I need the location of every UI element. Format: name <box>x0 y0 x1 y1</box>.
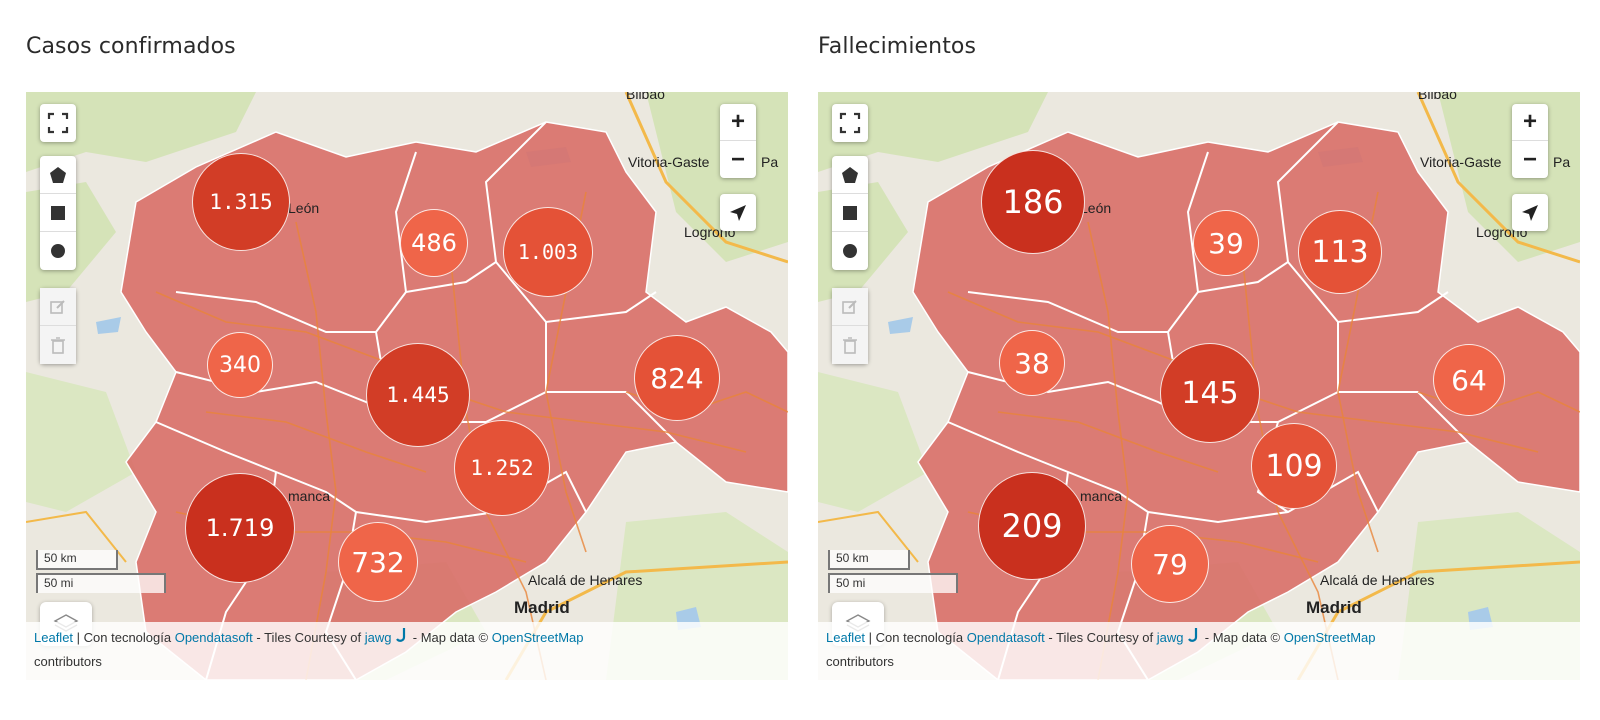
scale-mi: 50 mi <box>828 573 958 593</box>
jawg-link[interactable]: jawg <box>1156 630 1184 645</box>
cluster-marker[interactable]: 39 <box>1193 210 1259 276</box>
osm-link[interactable]: OpenStreetMap <box>1283 630 1376 645</box>
map-view[interactable]: Bilbao Vitoria-Gaste Pa León Logroño man… <box>818 92 1580 680</box>
fullscreen-icon[interactable] <box>832 104 868 142</box>
cluster-marker[interactable]: 340 <box>207 332 273 398</box>
map-panel: Casos confirmados <box>26 0 790 720</box>
zoom-in-button[interactable]: + <box>720 104 756 141</box>
delete-icon[interactable] <box>832 326 868 364</box>
circle-draw-icon[interactable] <box>832 232 868 270</box>
osm-link[interactable]: OpenStreetMap <box>491 630 584 645</box>
cluster-marker[interactable]: 486 <box>400 209 468 277</box>
jawg-logo-icon <box>1187 627 1201 650</box>
edit-icon[interactable] <box>40 288 76 326</box>
place-label: Madrid <box>1306 598 1362 617</box>
place-label: León <box>288 200 320 216</box>
attribution-text: | Con tecnología <box>865 630 967 645</box>
place-label: Vitoria-Gaste <box>1420 154 1502 170</box>
scale-mi: 50 mi <box>36 573 166 593</box>
edit-icon[interactable] <box>832 288 868 326</box>
scale-km: 50 km <box>828 550 910 570</box>
place-label: manca <box>1080 488 1123 504</box>
cluster-marker[interactable]: 1.445 <box>366 343 470 447</box>
locate-icon[interactable] <box>1512 194 1548 231</box>
place-label: manca <box>288 488 331 504</box>
fullscreen-icon[interactable] <box>40 104 76 142</box>
edit-toolbar <box>832 288 868 364</box>
fullscreen-control[interactable] <box>40 104 76 142</box>
circle-draw-icon[interactable] <box>40 232 76 270</box>
cluster-marker[interactable]: 186 <box>981 150 1085 254</box>
panel-title: Fallecimientos <box>818 34 977 59</box>
attribution-text: | Con tecnología <box>73 630 175 645</box>
opendatasoft-link[interactable]: Opendatasoft <box>966 630 1045 645</box>
cluster-marker[interactable]: 1.719 <box>185 473 295 583</box>
zoom-in-button[interactable]: + <box>1512 104 1548 141</box>
map-panel: Fallecimientos <box>818 0 1582 720</box>
cluster-marker[interactable]: 113 <box>1298 210 1382 294</box>
place-label: Alcalá de Henares <box>528 572 643 588</box>
edit-toolbar <box>40 288 76 364</box>
opendatasoft-link[interactable]: Opendatasoft <box>174 630 253 645</box>
place-label: Pa <box>761 154 779 170</box>
place-label: Bilbao <box>626 92 665 102</box>
zoom-control: + − <box>720 104 756 178</box>
zoom-out-button[interactable]: − <box>730 145 745 173</box>
rectangle-draw-icon[interactable] <box>40 194 76 232</box>
attribution-text: - Map data © <box>409 630 492 645</box>
cluster-marker[interactable]: 145 <box>1160 343 1260 443</box>
leaflet-link[interactable]: Leaflet <box>826 630 866 645</box>
scale-km: 50 km <box>36 550 118 570</box>
zoom-out-button[interactable]: − <box>1522 145 1537 173</box>
fullscreen-control[interactable] <box>832 104 868 142</box>
jawg-logo-icon <box>395 627 409 650</box>
cluster-marker[interactable]: 732 <box>338 522 418 602</box>
cluster-marker[interactable]: 1.315 <box>192 153 290 251</box>
map-view[interactable]: Bilbao Vitoria-Gaste Pa León Logroño man… <box>26 92 788 680</box>
attribution: Leaflet | Con tecnología Opendatasoft - … <box>26 622 788 680</box>
locate-control[interactable] <box>720 194 756 231</box>
place-label: Bilbao <box>1418 92 1457 102</box>
attribution-text: contributors <box>826 654 894 670</box>
zoom-control: + − <box>1512 104 1548 178</box>
cluster-marker[interactable]: 1.252 <box>454 420 550 516</box>
attribution-text: - Tiles Courtesy of <box>252 630 365 645</box>
attribution-text: - Map data © <box>1201 630 1284 645</box>
leaflet-link[interactable]: Leaflet <box>34 630 74 645</box>
place-label: Vitoria-Gaste <box>628 154 710 170</box>
cluster-marker[interactable]: 824 <box>634 335 720 421</box>
delete-icon[interactable] <box>40 326 76 364</box>
cluster-marker[interactable]: 1.003 <box>503 207 593 297</box>
cluster-marker[interactable]: 209 <box>978 472 1086 580</box>
locate-icon[interactable] <box>720 194 756 231</box>
attribution-text: - Tiles Courtesy of <box>1044 630 1157 645</box>
locate-control[interactable] <box>1512 194 1548 231</box>
place-label: Madrid <box>514 598 570 617</box>
draw-toolbar <box>40 156 76 270</box>
attribution-text: contributors <box>34 654 102 670</box>
cluster-marker[interactable]: 109 <box>1251 423 1337 509</box>
jawg-link[interactable]: jawg <box>364 630 392 645</box>
panel-title: Casos confirmados <box>26 34 236 59</box>
cluster-marker[interactable]: 38 <box>999 330 1065 396</box>
cluster-marker[interactable]: 64 <box>1433 344 1505 416</box>
polygon-draw-icon[interactable] <box>40 156 76 194</box>
polygon-draw-icon[interactable] <box>832 156 868 194</box>
rectangle-draw-icon[interactable] <box>832 194 868 232</box>
draw-toolbar <box>832 156 868 270</box>
attribution: Leaflet | Con tecnología Opendatasoft - … <box>818 622 1580 680</box>
cluster-marker[interactable]: 79 <box>1131 525 1209 603</box>
place-label: Alcalá de Henares <box>1320 572 1435 588</box>
place-label: Pa <box>1553 154 1571 170</box>
place-label: León <box>1080 200 1112 216</box>
